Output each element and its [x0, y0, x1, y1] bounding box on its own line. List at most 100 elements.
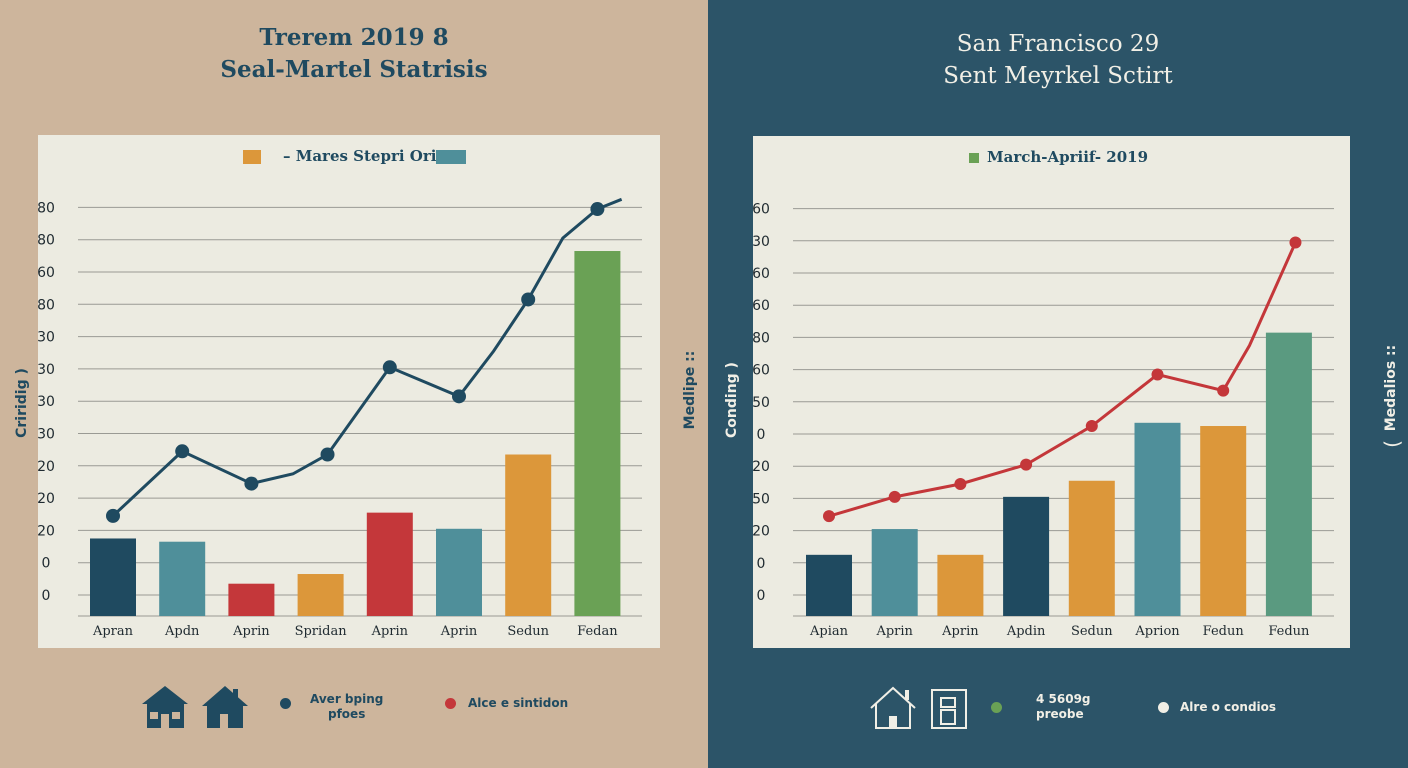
x-tick-label: Fedan: [577, 624, 618, 639]
y-tick-label: 60: [752, 266, 770, 282]
y-tick-label: 80: [37, 233, 55, 249]
y-tick-label: 60: [752, 202, 770, 218]
line-point: [1085, 420, 1098, 433]
x-tick-label: Aprion: [1134, 624, 1180, 639]
footer-item1-line2: preobe: [1036, 707, 1084, 721]
house-outline-icon: [870, 686, 916, 729]
footer-item1-line1: 4 5609g: [1036, 692, 1091, 706]
footer-item2: Alre o condios: [1180, 700, 1277, 714]
footer-item1: Aver bping pfoes: [310, 692, 383, 722]
line-point: [452, 389, 466, 404]
x-tick-label: Spridan: [295, 624, 348, 639]
y-tick-label: 20: [37, 523, 55, 539]
y-tick-label: 30: [37, 394, 55, 410]
y-tick-label: 0: [42, 556, 51, 572]
left-legend: – Mares Stepri Ori: [243, 147, 467, 165]
x-tick-label: Apian: [809, 624, 849, 639]
legend-dot-green: [991, 702, 1002, 713]
left-title-line1: Trerem 2019 8: [259, 24, 449, 51]
y-tick-label: 20: [752, 459, 770, 475]
line-point: [521, 292, 536, 307]
y-tick-label: 20: [752, 524, 770, 540]
y-tick-label: 20: [37, 491, 55, 507]
left-footer-icons: [142, 686, 248, 728]
x-tick-label: Fedun: [1268, 624, 1310, 639]
bar: [871, 529, 918, 616]
bar: [1134, 422, 1181, 616]
y-tick-label: 0: [757, 588, 766, 604]
x-tick-label: Apran: [92, 624, 134, 639]
footer-item2: Alce e sintidon: [468, 696, 569, 710]
legend-label: – Mares Stepri Ori: [283, 147, 437, 165]
bar: [937, 554, 984, 616]
y-tick-label: 0: [757, 427, 766, 443]
house-icon: [202, 686, 248, 728]
bar: [228, 583, 275, 616]
x-tick-label: Aprin: [232, 624, 270, 639]
legend-dot-white: [1158, 702, 1169, 713]
x-tick-label: Sedun: [1071, 624, 1113, 639]
line-point: [244, 476, 259, 491]
bar: [366, 512, 413, 616]
x-tick-label: Sedun: [507, 624, 549, 639]
right-chart: 60 30 60 60 80 60 50 0 20 50 20 0 0 Apian Aprin Aprin Ap…: [752, 202, 1334, 639]
y-tick-label: 0: [42, 588, 51, 604]
footer-item1-line2: pfoes: [328, 707, 366, 721]
line-point: [320, 447, 335, 462]
y-tick-label: 30: [37, 427, 55, 443]
line-point: [1020, 458, 1033, 471]
y-tick-label: 80: [37, 200, 55, 216]
x-tick-label: Aprin: [440, 624, 478, 639]
right-title: San Francisco 29 Sent Meyrkel Sctirt: [708, 28, 1408, 92]
house-icon: [142, 686, 188, 728]
x-tick-label: Apdn: [164, 624, 200, 639]
x-tick-label: Aprin: [941, 624, 979, 639]
y-tick-label: 30: [37, 330, 55, 346]
line-point: [823, 510, 835, 523]
bar: [436, 528, 482, 616]
building-outline-icon: [931, 689, 967, 729]
bar: [1068, 480, 1115, 616]
bar: [90, 538, 136, 616]
line-point: [1289, 236, 1302, 249]
bar: [159, 541, 206, 616]
footer-item1-line1: Aver bping: [310, 692, 384, 706]
line-point: [888, 490, 901, 503]
bar: [1200, 426, 1247, 616]
right-title-line2: Sent Meyrkel Sctirt: [943, 63, 1173, 89]
line-point: [1151, 368, 1164, 381]
y-tick-label: 60: [752, 363, 770, 379]
x-tick-label: Aprin: [875, 624, 913, 639]
x-tick-label: Apdin: [1006, 624, 1046, 639]
y-tick-label: 20: [37, 459, 55, 475]
bar: [1003, 496, 1050, 616]
x-tick-label: Aprin: [371, 624, 409, 639]
bar: [574, 251, 621, 616]
y-tick-label: 50: [752, 395, 770, 411]
line-point: [1217, 384, 1230, 397]
left-panel: Trerem 2019 8 Seal-Martel Statrisis Crir…: [0, 0, 708, 768]
line-point: [175, 444, 190, 459]
x-tick-label: Fedun: [1203, 624, 1245, 639]
line-point: [106, 508, 120, 523]
right-legend: March-Apriif- 2019: [969, 148, 1148, 166]
legend-swatch-green: [969, 153, 979, 163]
bar: [806, 554, 852, 616]
y-tick-label: 0: [757, 556, 766, 572]
series-line: [111, 197, 623, 517]
footer-item1: 4 5609g preobe: [1036, 692, 1091, 722]
y-tick-label: 30: [37, 362, 55, 378]
y-tick-label: 80: [752, 330, 770, 346]
y-tick-label: 60: [37, 265, 55, 281]
y-tick-label: 50: [752, 491, 770, 507]
left-title-line2: Seal-Martel Statrisis: [220, 56, 488, 83]
left-title: Trerem 2019 8 Seal-Martel Statrisis: [0, 22, 708, 86]
bar: [297, 574, 344, 616]
line-point: [590, 202, 605, 217]
legend-label: March-Apriif- 2019: [987, 148, 1149, 166]
y-tick-label: 80: [37, 297, 55, 313]
legend-dot-red: [445, 698, 456, 709]
right-panel: San Francisco 29 Sent Meyrkel Sctirt Con…: [708, 0, 1408, 768]
left-chart: 80 80 60 80 30 30 30 30 20 20 20 0 0 Apran Apdn Aprin Sp…: [37, 197, 642, 639]
legend-dot-navy: [280, 698, 291, 709]
